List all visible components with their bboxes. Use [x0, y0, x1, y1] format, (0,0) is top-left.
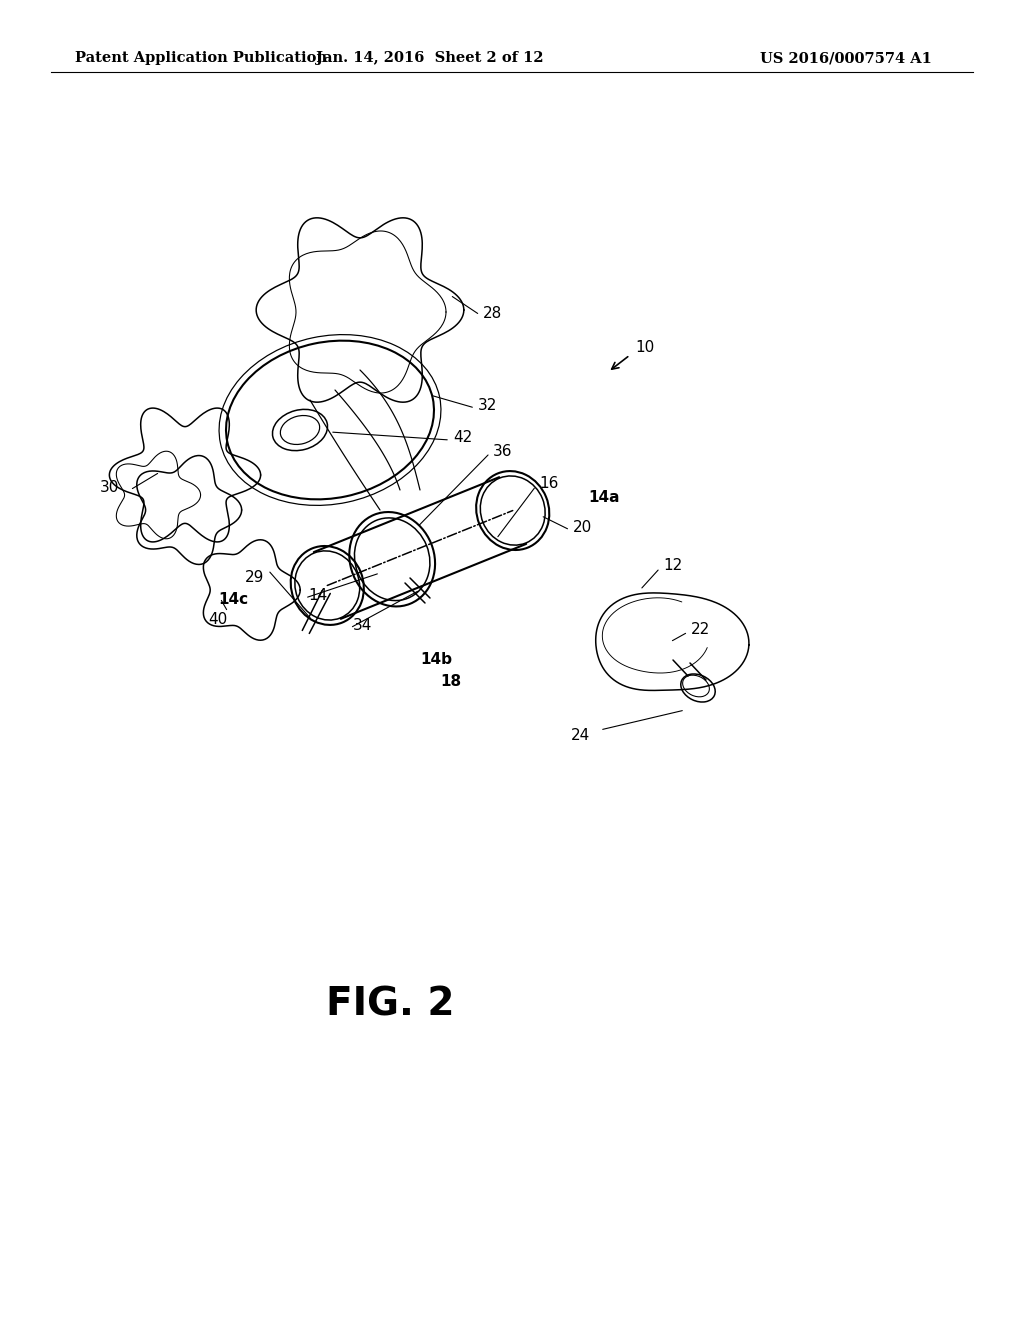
Text: 32: 32 — [478, 399, 498, 413]
Text: 22: 22 — [691, 623, 711, 638]
Text: 10: 10 — [635, 341, 654, 355]
Text: 14a: 14a — [588, 491, 620, 506]
Text: Jan. 14, 2016  Sheet 2 of 12: Jan. 14, 2016 Sheet 2 of 12 — [316, 51, 544, 65]
Text: US 2016/0007574 A1: US 2016/0007574 A1 — [760, 51, 932, 65]
Text: 12: 12 — [663, 557, 682, 573]
Text: 34: 34 — [353, 619, 373, 634]
Text: 14b: 14b — [420, 652, 452, 668]
Text: 20: 20 — [573, 520, 592, 536]
Text: 18: 18 — [440, 675, 461, 689]
Text: 16: 16 — [539, 477, 558, 491]
Text: 40: 40 — [208, 612, 227, 627]
Text: 36: 36 — [493, 444, 512, 458]
Text: 24: 24 — [571, 729, 590, 743]
Text: 14: 14 — [308, 589, 328, 603]
Text: 14c: 14c — [218, 593, 248, 607]
Text: FIG. 2: FIG. 2 — [326, 986, 455, 1024]
Text: 42: 42 — [453, 430, 472, 446]
Text: Patent Application Publication: Patent Application Publication — [75, 51, 327, 65]
Text: 30: 30 — [100, 480, 120, 495]
Text: 29: 29 — [245, 570, 264, 586]
Text: 28: 28 — [483, 305, 502, 321]
